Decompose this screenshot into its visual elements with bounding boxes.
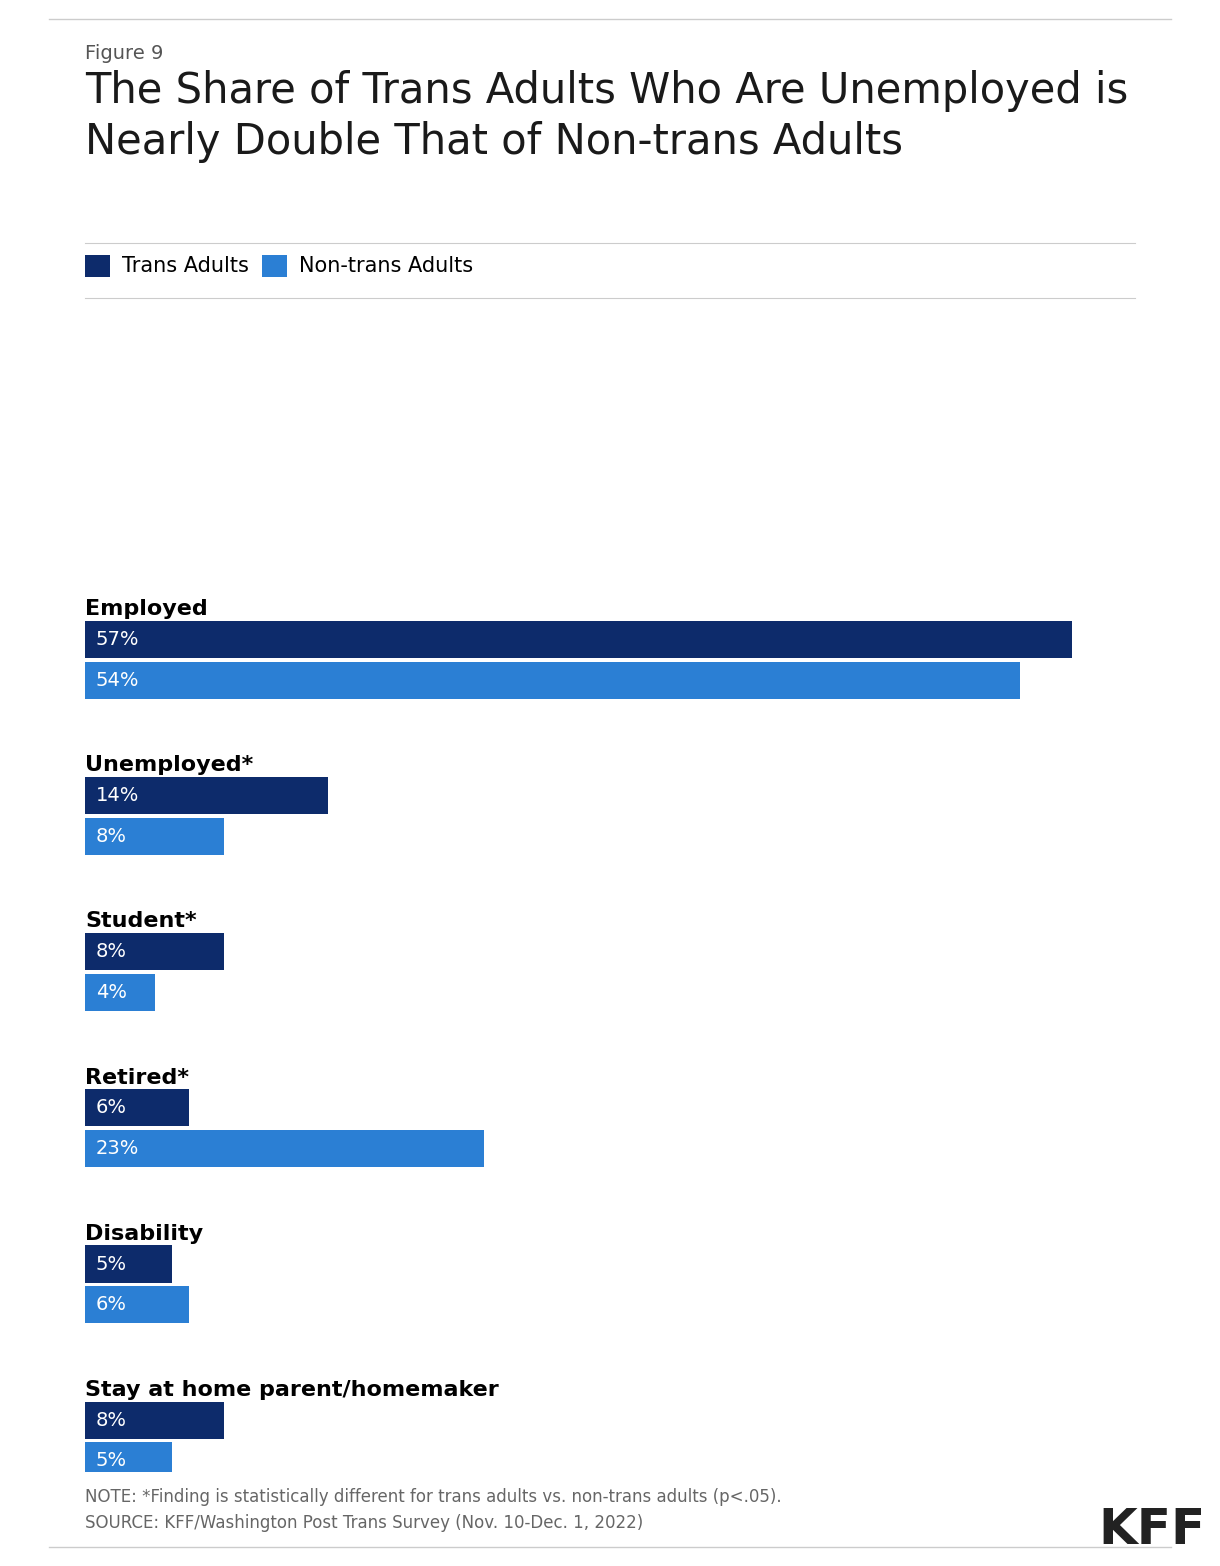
Text: Employed: Employed xyxy=(85,600,209,619)
Text: 8%: 8% xyxy=(96,1411,127,1430)
Text: Trans Adults: Trans Adults xyxy=(122,257,249,276)
Bar xyxy=(85,622,1072,658)
Bar xyxy=(85,1286,189,1323)
Text: 6%: 6% xyxy=(96,1295,127,1314)
Text: 14%: 14% xyxy=(96,786,139,805)
Text: 8%: 8% xyxy=(96,943,127,962)
Bar xyxy=(85,1090,189,1126)
Bar xyxy=(85,974,155,1012)
Text: 5%: 5% xyxy=(96,1452,127,1470)
Text: The Share of Trans Adults Who Are Unemployed is
Nearly Double That of Non-trans : The Share of Trans Adults Who Are Unempl… xyxy=(85,70,1128,163)
Bar xyxy=(85,817,224,855)
Text: 8%: 8% xyxy=(96,827,127,846)
Text: NOTE: *Finding is statistically different for trans adults vs. non-trans adults : NOTE: *Finding is statistically differen… xyxy=(85,1488,782,1532)
Bar xyxy=(85,1131,483,1167)
Bar xyxy=(85,933,224,971)
Bar xyxy=(85,662,1020,698)
Bar xyxy=(85,1245,172,1283)
Text: Unemployed*: Unemployed* xyxy=(85,755,254,775)
Text: 54%: 54% xyxy=(96,670,139,691)
Text: 6%: 6% xyxy=(96,1098,127,1118)
Text: 5%: 5% xyxy=(96,1254,127,1273)
Bar xyxy=(85,1442,172,1480)
Text: Stay at home parent/homemaker: Stay at home parent/homemaker xyxy=(85,1380,499,1400)
Bar xyxy=(85,777,328,814)
Text: 4%: 4% xyxy=(96,983,127,1002)
Bar xyxy=(85,1402,224,1439)
Text: 23%: 23% xyxy=(96,1138,139,1159)
Text: KFF: KFF xyxy=(1098,1506,1205,1555)
Text: Retired*: Retired* xyxy=(85,1068,189,1087)
Text: Student*: Student* xyxy=(85,911,196,932)
Text: Figure 9: Figure 9 xyxy=(85,44,163,63)
Text: 57%: 57% xyxy=(96,630,139,648)
Text: Disability: Disability xyxy=(85,1223,204,1243)
Text: Non-trans Adults: Non-trans Adults xyxy=(299,257,473,276)
